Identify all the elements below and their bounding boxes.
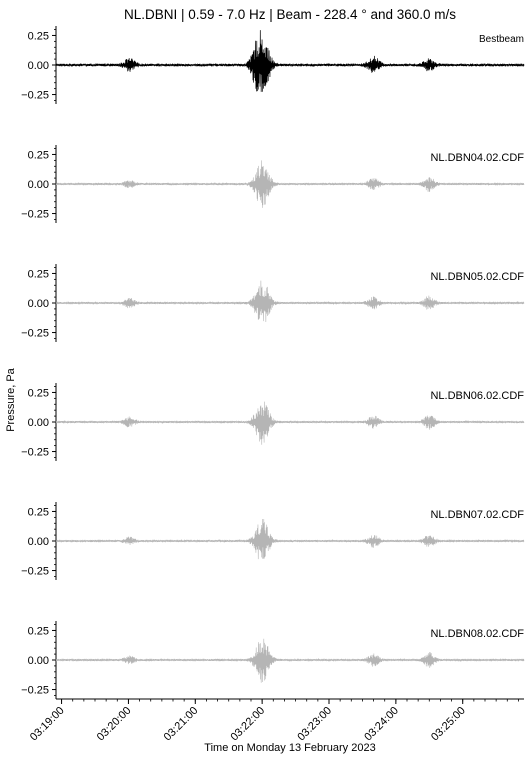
series-label: NL.DBN06.02.CDF: [430, 390, 524, 402]
series-label: NL.DBN07.02.CDF: [430, 509, 524, 521]
y-tick-label: 0.25: [28, 625, 49, 637]
y-tick-label: 0.00: [28, 179, 49, 191]
y-tick-label: 0.00: [28, 298, 49, 310]
panel-2: 0.25 0.00 −0.25 NL.DBN05.02.CDF: [21, 264, 525, 342]
y-tick-label: −0.25: [21, 447, 49, 459]
x-tick-label: 03:21:00: [162, 705, 201, 744]
y-tick-label: 0.25: [28, 506, 49, 518]
series-label: NL.DBN04.02.CDF: [430, 152, 524, 164]
waveform-trace: [55, 401, 525, 445]
x-tick-label: 03:25:00: [429, 705, 468, 744]
waveform-trace: [55, 30, 525, 92]
y-tick-label: 0.00: [28, 655, 49, 667]
y-tick-label: 0.25: [28, 30, 49, 42]
y-tick-label: −0.25: [21, 685, 49, 697]
y-tick-label: 0.00: [28, 60, 49, 72]
series-label: NL.DBN05.02.CDF: [430, 271, 524, 283]
y-tick-label: 0.25: [28, 149, 49, 161]
series-label: NL.DBN08.02.CDF: [430, 628, 524, 640]
y-axis-label: Pressure, Pa: [5, 367, 17, 431]
y-tick-label: −0.25: [21, 90, 49, 102]
x-axis-label: Time on Monday 13 February 2023: [204, 742, 375, 754]
panel-1: 0.25 0.00 −0.25 NL.DBN04.02.CDF: [21, 145, 525, 223]
y-tick-label: 0.25: [28, 387, 49, 399]
x-tick-label: 03:24:00: [362, 705, 401, 744]
series-label: Bestbeam: [479, 34, 524, 45]
y-tick-label: 0.00: [28, 417, 49, 429]
x-tick-label: 03:20:00: [95, 705, 134, 744]
panel-0: 0.25 0.00 −0.25 Bestbeam: [21, 26, 525, 104]
y-tick-label: −0.25: [21, 328, 49, 340]
x-tick-label: 03:19:00: [28, 705, 67, 744]
waveform-trace: [55, 280, 525, 323]
x-tick-label: 03:23:00: [295, 705, 334, 744]
figure-title: NL.DBNI | 0.59 - 7.0 Hz | Beam - 228.4 °…: [124, 7, 456, 22]
y-tick-label: −0.25: [21, 209, 49, 221]
waveform-trace: [55, 518, 525, 560]
panels: 0.25 0.00 −0.25 Bestbeam 0.25 0.00 −0.25 NL.DBN…: [21, 26, 525, 699]
x-axis: 03:19:00 03:20:00 03:21:00 03:22:00 03:23:00…: [28, 698, 524, 744]
waveform-trace: [55, 160, 525, 208]
y-tick-label: 0.25: [28, 268, 49, 280]
x-tick-label: 03:22:00: [228, 705, 267, 744]
panel-5: 0.25 0.00 −0.25 NL.DBN08.02.CDF: [21, 621, 525, 699]
y-tick-label: −0.25: [21, 566, 49, 578]
waveform-trace: [55, 638, 525, 683]
y-tick-label: 0.00: [28, 536, 49, 548]
panel-3: 0.25 0.00 −0.25 NL.DBN06.02.CDF: [21, 383, 525, 461]
panel-4: 0.25 0.00 −0.25 NL.DBN07.02.CDF: [21, 502, 525, 580]
